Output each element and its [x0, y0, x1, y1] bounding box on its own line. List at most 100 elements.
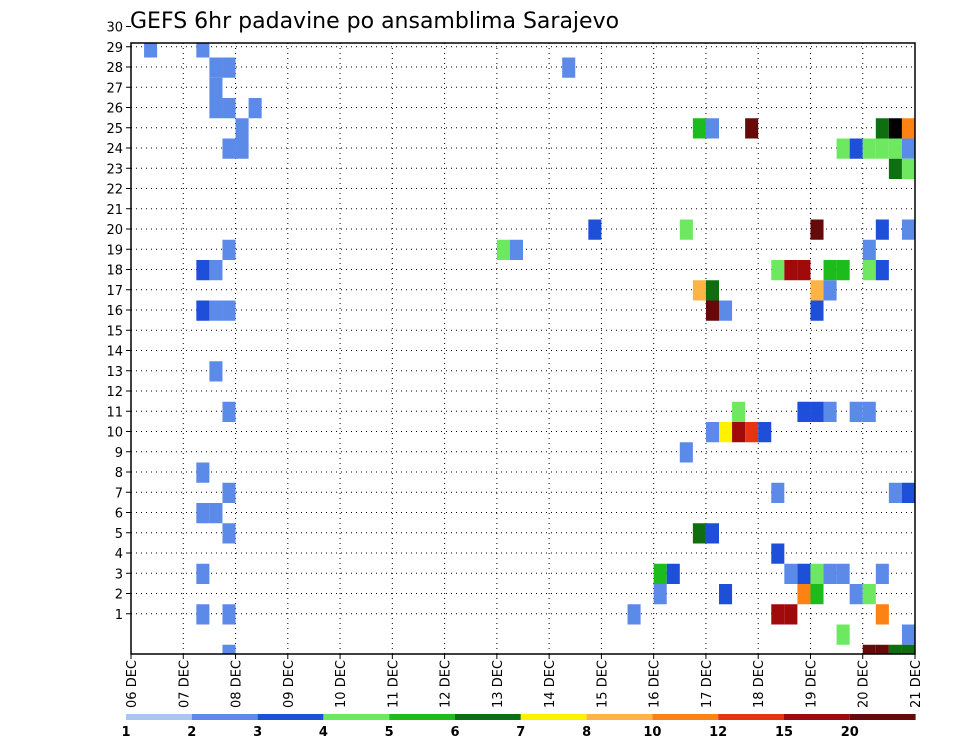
heatmap-cell: [745, 422, 759, 443]
colorbar-label: 8: [582, 725, 591, 740]
heatmap-cell: [209, 57, 223, 78]
y-tick-label: 14: [106, 345, 123, 360]
colorbar-swatch: [126, 714, 192, 720]
colorbar-label: 10: [643, 725, 661, 740]
heatmap-cell: [771, 260, 785, 281]
x-tick-label: 17 DEC: [700, 660, 715, 708]
heatmap-cell: [222, 98, 236, 119]
heatmap-cell: [248, 98, 262, 119]
heatmap-cell: [222, 644, 236, 654]
data-cells: [144, 43, 915, 654]
heatmap-cell: [810, 584, 824, 605]
heatmap-cell: [875, 604, 889, 625]
heatmap-cell: [732, 401, 746, 422]
y-tick-label: 20: [106, 223, 123, 238]
heatmap-cell: [222, 604, 236, 625]
heatmap-cell: [732, 422, 746, 443]
heatmap-cell: [810, 563, 824, 584]
heatmap-cell: [797, 584, 811, 605]
heatmap-cell: [862, 260, 876, 281]
y-tick-label: 22: [106, 183, 123, 198]
heatmap-cell: [901, 138, 915, 159]
heatmap-cell: [888, 644, 902, 654]
colorbar-label: 5: [385, 725, 394, 740]
y-tick-label: 4: [115, 547, 123, 562]
heatmap-cell: [849, 584, 863, 605]
heatmap-cell: [222, 300, 236, 321]
colorbar: 1 2 3 4 5 6 7 8 10 12 15 20: [121, 714, 916, 740]
heatmap-cell: [222, 239, 236, 260]
heatmap-cell: [235, 118, 249, 139]
heatmap-cell: [705, 118, 719, 139]
heatmap-cell: [705, 523, 719, 544]
y-tick-label: 26: [106, 102, 123, 117]
x-tick-label: 11 DEC: [386, 660, 401, 708]
heatmap-cell: [836, 624, 850, 645]
heatmap-cell: [196, 604, 210, 625]
x-tick-label: 21 DEC: [909, 660, 924, 708]
x-tick-label: 18 DEC: [752, 660, 767, 708]
heatmap-cell: [196, 503, 210, 524]
x-tick-label: 07 DEC: [177, 660, 192, 708]
heatmap-cell: [771, 543, 785, 564]
plot-frame: [130, 42, 916, 655]
colorbar-swatch: [849, 714, 916, 720]
y-tick-label: 7: [115, 486, 123, 501]
y-tick-label: 5: [115, 527, 123, 542]
colorbar-label: 1: [121, 725, 130, 740]
x-tick-label: 12 DEC: [439, 660, 454, 708]
heatmap-cell: [627, 604, 641, 625]
x-tick-label: 09 DEC: [282, 660, 297, 708]
heatmap-cell: [875, 138, 889, 159]
heatmap-cell: [849, 138, 863, 159]
x-axis: 06 DEC 07 DEC 08 DEC 09 DEC 10 DEC 11 DEC 12 D…: [125, 654, 924, 708]
heatmap-cell: [209, 260, 223, 281]
y-tick-label: 10: [106, 426, 123, 441]
x-tick-label: 14 DEC: [543, 660, 558, 708]
colorbar-swatch: [520, 714, 587, 720]
heatmap-cell: [705, 300, 719, 321]
heatmap-cell: [810, 401, 824, 422]
colorbar-label: 15: [775, 725, 793, 740]
heatmap-cell: [196, 563, 210, 584]
colorbar-swatch: [191, 714, 258, 720]
y-tick-label: 6: [115, 507, 123, 522]
heatmap-cell: [875, 219, 889, 240]
colorbar-label: 7: [516, 725, 525, 740]
heatmap-cell: [862, 239, 876, 260]
y-tick-label: 13: [106, 365, 123, 380]
y-tick-label: 21: [106, 203, 123, 218]
heatmap-cell: [784, 563, 798, 584]
heatmap-cell: [823, 260, 837, 281]
colorbar-swatch: [323, 714, 390, 720]
y-tick-label: 15: [106, 324, 123, 339]
heatmap-cell: [562, 57, 576, 78]
y-tick-label: 27: [106, 81, 123, 96]
heatmap-cell: [196, 43, 210, 58]
heatmap-cell: [823, 280, 837, 301]
heatmap-cell: [771, 604, 785, 625]
heatmap-cell: [901, 624, 915, 645]
heatmap-cell: [901, 158, 915, 179]
y-tick-label: 2: [115, 588, 123, 603]
heatmap-cell: [862, 401, 876, 422]
heatmap-cell: [875, 118, 889, 139]
heatmap-cell: [705, 422, 719, 443]
colorbar-label: 2: [187, 725, 196, 740]
heatmap-cell: [144, 43, 158, 58]
heatmap-cell: [653, 584, 667, 605]
colorbar-label: 12: [709, 725, 727, 740]
heatmap-cell: [823, 563, 837, 584]
x-tick-label: 13 DEC: [491, 660, 506, 708]
x-tick-label: 10 DEC: [334, 660, 349, 708]
y-tick-label: 16: [106, 304, 123, 319]
colorbar-label: 6: [450, 725, 459, 740]
heatmap-cell: [888, 158, 902, 179]
heatmap-cell: [797, 401, 811, 422]
y-axis: 1234567891011121314151617181920212223242…: [106, 21, 131, 623]
heatmap-cell: [797, 563, 811, 584]
heatmap-cell: [235, 138, 249, 159]
heatmap-cell: [653, 563, 667, 584]
colorbar-swatch: [257, 714, 324, 720]
